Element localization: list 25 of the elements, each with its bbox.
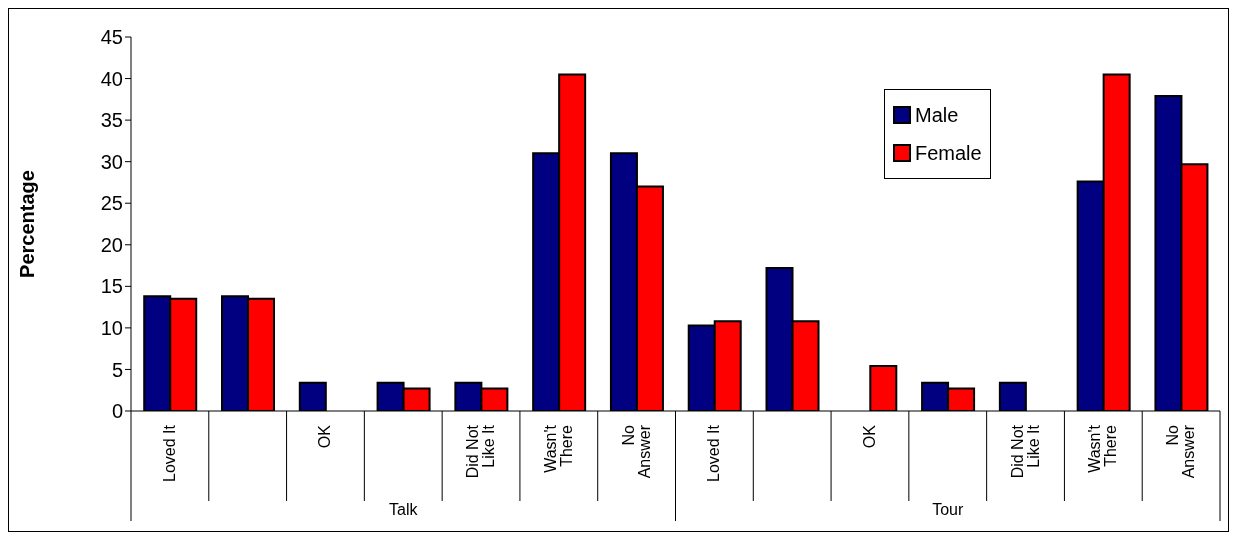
x-tick-label: OK [316,424,334,449]
text: Talk [389,501,419,518]
y-tick-label: 25 [100,192,123,215]
x-tick-label: Did Not Like It [464,424,498,479]
x-tick-label: Loved It [705,424,723,482]
y-tick-label: 30 [100,150,123,173]
y-axis-title: Percentage [16,170,39,278]
y-tick-label: 5 [111,358,123,381]
legend-label: Male [915,103,959,127]
x-tick-label: OK [860,424,878,449]
y-tick-label: 40 [100,67,123,90]
y-tick-label: 0 [111,400,123,423]
x-tick-label: Wasn't There [1086,424,1120,473]
y-tick-label: 45 [100,26,123,49]
x-tick-label: No Answer [1164,424,1198,479]
y-tick-label: 10 [100,316,123,339]
x-tick-label: Loved It [160,424,178,482]
y-tick-label: 20 [100,233,123,256]
x-tick-label: No Answer [619,424,653,479]
y-tick-label: 15 [100,275,123,298]
text: Tour [932,501,964,518]
x-tick-label: Wasn't There [541,424,575,473]
y-tick-label: 35 [100,109,123,132]
x-tick-label: Did Not Like It [1008,424,1042,479]
legend-label: Female [915,141,982,165]
